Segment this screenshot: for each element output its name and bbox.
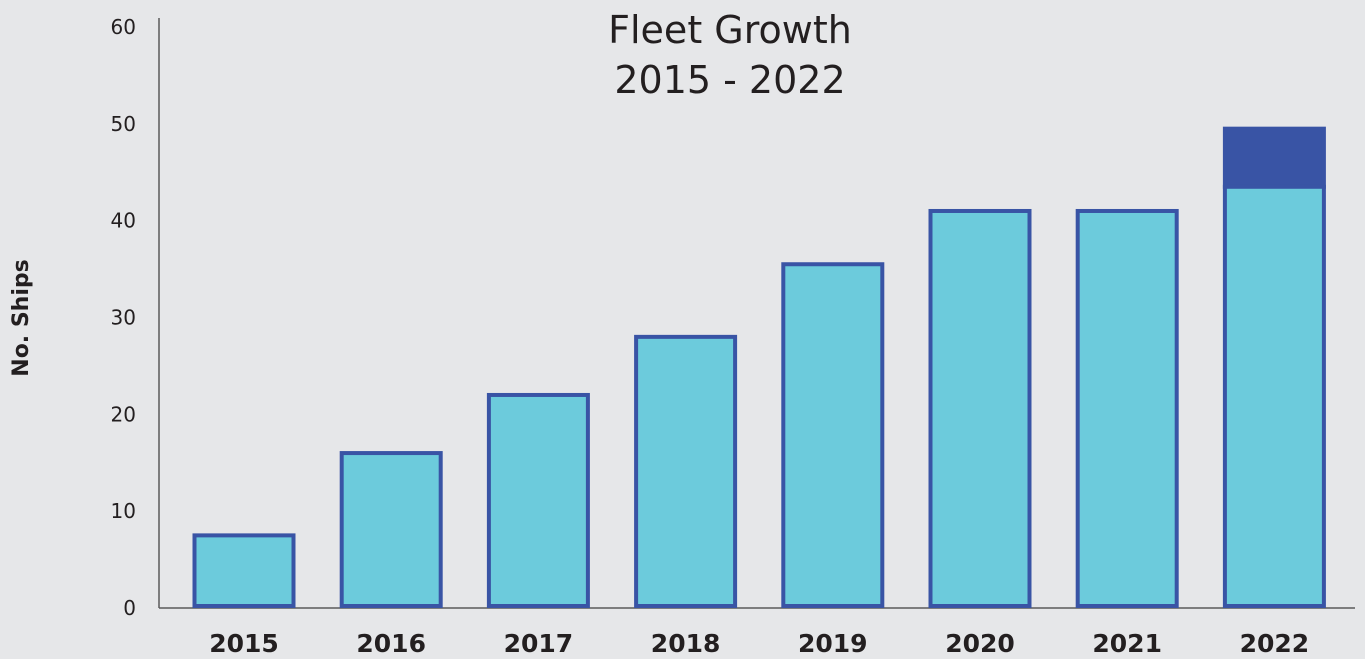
bar-segment-base-2020 — [928, 208, 1032, 608]
y-ticks: 0 10 20 30 40 50 60 — [111, 15, 136, 620]
y-tick-label: 60 — [111, 15, 136, 39]
bar-segment-top-2022 — [1222, 126, 1326, 189]
bar-2016 — [339, 451, 443, 609]
bar-segment-base-2019 — [781, 262, 885, 608]
y-tick-label: 0 — [123, 596, 136, 620]
y-tick-label: 10 — [111, 499, 136, 523]
bar-2020 — [928, 208, 1032, 608]
bar-2018 — [634, 334, 738, 608]
y-tick-label: 40 — [111, 209, 136, 233]
x-tick-label-2020: 2020 — [945, 629, 1015, 658]
x-tick-label-2018: 2018 — [651, 629, 721, 658]
x-tick-label-2022: 2022 — [1240, 629, 1310, 658]
bar-segment-base-2022 — [1222, 184, 1326, 608]
bar-2017 — [486, 392, 590, 609]
bar-2019 — [781, 262, 885, 608]
bars — [192, 126, 1326, 609]
y-axis-label: No. Ships — [9, 259, 34, 376]
chart-title-line-2: 2015 - 2022 — [614, 58, 845, 102]
bar-segment-base-2015 — [192, 533, 296, 608]
bar-segment-base-2017 — [486, 392, 590, 609]
bar-2015 — [192, 533, 296, 608]
chart-title: Fleet Growth 2015 - 2022 — [608, 8, 852, 102]
chart-title-line-1: Fleet Growth — [608, 8, 852, 52]
y-tick-label: 50 — [111, 112, 136, 136]
bar-segment-base-2018 — [634, 334, 738, 608]
y-tick-label: 30 — [111, 306, 136, 330]
x-tick-label-2021: 2021 — [1092, 629, 1162, 658]
bar-segment-base-2021 — [1075, 208, 1179, 608]
bar-2022 — [1222, 126, 1326, 608]
x-tick-label-2016: 2016 — [356, 629, 426, 658]
x-tick-label-2015: 2015 — [209, 629, 279, 658]
x-ticks: 2015 2016 2017 2018 2019 2020 2021 2022 — [209, 629, 1309, 658]
x-tick-label-2017: 2017 — [504, 629, 574, 658]
x-tick-label-2019: 2019 — [798, 629, 868, 658]
y-tick-label: 20 — [111, 402, 136, 426]
bar-2021 — [1075, 208, 1179, 608]
bar-segment-base-2016 — [339, 451, 443, 609]
